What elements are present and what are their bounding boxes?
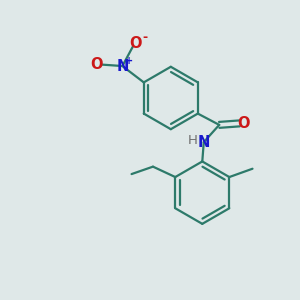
Text: -: - [143, 31, 148, 44]
Text: N: N [116, 58, 129, 74]
Text: O: O [90, 57, 103, 72]
Text: O: O [238, 116, 250, 131]
Text: O: O [129, 36, 141, 51]
Text: H: H [188, 134, 197, 147]
Text: N: N [198, 135, 210, 150]
Text: +: + [125, 56, 133, 66]
